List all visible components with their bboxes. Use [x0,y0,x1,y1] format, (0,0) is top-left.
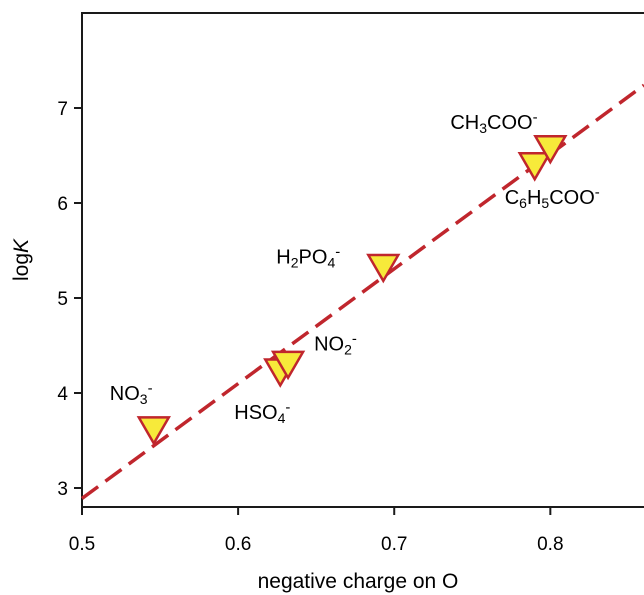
point-label-part: 5 [541,195,549,211]
y-axis-title-prefix: log [10,253,33,281]
point-label-part: NO [110,383,140,405]
y-axis-title: logK [10,238,33,281]
point-label-part: H [527,187,541,209]
point-label-part: - [335,243,340,260]
y-tick-label: 5 [57,289,68,310]
point-label-part: 3 [479,120,487,136]
point-label-part: PO [299,247,328,269]
y-tick-label: 6 [57,194,68,215]
y-tick-label: 4 [57,384,68,405]
x-tick-label: 0.5 [69,534,95,555]
y-tick-label: 7 [57,99,68,120]
point-label-part: CH [450,112,479,134]
point-label: C6H5COO- [505,184,600,211]
data-point-marker [366,253,401,284]
y-tick-label: 3 [57,479,68,500]
point-label-part: - [595,184,600,201]
point-label-part: 4 [278,410,286,426]
point-label: HSO4- [234,399,290,426]
y-axis-title-italic: K [10,238,33,253]
point-label-part: - [285,399,290,416]
point-label-part: 2 [344,341,352,357]
data-point-marker [136,416,171,446]
points-layer [136,134,568,446]
point-label-part: - [352,330,357,347]
point-label-part: 4 [327,255,335,271]
point-label-part: 3 [140,391,148,407]
point-label-part: 6 [519,195,527,211]
x-tick-label: 0.7 [381,534,407,555]
x-tick-label: 0.8 [537,534,563,555]
point-label-part: 2 [291,255,299,271]
labels-layer: NO3-HSO4-NO2-H2PO4-C6H5COO-CH3COO- [110,109,600,426]
point-label-part: COO [549,187,595,209]
point-label: NO2- [314,330,357,357]
point-label-part: HSO [234,402,277,424]
point-label-part: NO [314,334,344,356]
point-label-part: - [533,109,538,126]
point-label-part: C [505,187,519,209]
point-label: NO3- [110,380,153,407]
data-point-marker [533,134,568,165]
data-point-marker [270,350,306,381]
point-label-part: COO [487,112,533,134]
x-tick-label: 0.6 [225,534,251,555]
data-point-marker [517,152,552,182]
point-label-part: - [148,380,153,397]
point-label: CH3COO- [450,109,537,136]
point-label: H2PO4- [276,243,340,270]
point-label-part: H [276,247,290,269]
x-axis-title: negative charge on O [258,570,459,593]
plot-frame [81,12,644,508]
